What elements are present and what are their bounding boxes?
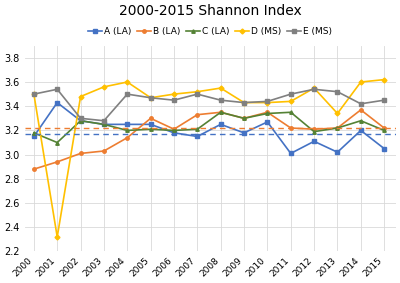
D (MS): [55, 235, 60, 239]
B (LA): [55, 160, 60, 164]
E (MS): [32, 93, 36, 96]
C (LA): [32, 131, 36, 134]
A (LA): [195, 135, 200, 138]
E (MS): [78, 117, 83, 120]
D (MS): [265, 101, 270, 104]
B (LA): [78, 152, 83, 155]
B (LA): [102, 149, 106, 153]
E (MS): [125, 93, 130, 96]
C (LA): [55, 141, 60, 144]
C (LA): [218, 111, 223, 114]
C (LA): [288, 111, 293, 114]
A (LA): [102, 123, 106, 126]
B (LA): [32, 168, 36, 171]
A (LA): [125, 123, 130, 126]
C (LA): [125, 129, 130, 132]
C (LA): [148, 128, 153, 131]
E (MS): [312, 87, 316, 91]
A (LA): [32, 135, 36, 138]
E (MS): [335, 90, 340, 93]
A (LA): [358, 129, 363, 132]
E (MS): [102, 119, 106, 123]
D (MS): [242, 101, 246, 104]
D (MS): [172, 93, 176, 96]
B (LA): [195, 113, 200, 116]
E (MS): [55, 87, 60, 91]
E (MS): [242, 101, 246, 104]
A (LA): [312, 140, 316, 143]
D (MS): [312, 86, 316, 90]
B (LA): [218, 111, 223, 114]
D (MS): [288, 100, 293, 103]
C (LA): [358, 119, 363, 123]
B (LA): [335, 126, 340, 130]
D (MS): [125, 80, 130, 84]
A (LA): [78, 119, 83, 123]
A (LA): [55, 101, 60, 104]
E (MS): [172, 98, 176, 102]
D (MS): [358, 80, 363, 84]
D (MS): [382, 78, 386, 81]
Title: 2000-2015 Shannon Index: 2000-2015 Shannon Index: [119, 4, 302, 18]
C (LA): [195, 128, 200, 131]
Line: A (LA): A (LA): [32, 101, 386, 155]
C (LA): [172, 129, 176, 132]
B (LA): [288, 126, 293, 130]
D (MS): [218, 86, 223, 90]
C (LA): [102, 123, 106, 126]
A (LA): [265, 120, 270, 124]
B (LA): [242, 117, 246, 120]
B (LA): [125, 136, 130, 140]
C (LA): [382, 129, 386, 132]
C (LA): [265, 112, 270, 115]
A (LA): [148, 123, 153, 126]
Line: D (MS): D (MS): [32, 78, 386, 239]
A (LA): [242, 131, 246, 134]
Line: C (LA): C (LA): [32, 111, 386, 144]
E (MS): [148, 96, 153, 99]
Legend: A (LA), B (LA), C (LA), D (MS), E (MS): A (LA), B (LA), C (LA), D (MS), E (MS): [84, 23, 336, 40]
Line: E (MS): E (MS): [32, 87, 386, 123]
A (LA): [218, 123, 223, 126]
B (LA): [312, 128, 316, 131]
E (MS): [358, 102, 363, 106]
B (LA): [382, 126, 386, 130]
A (LA): [335, 151, 340, 154]
E (MS): [382, 98, 386, 102]
D (MS): [148, 96, 153, 99]
A (LA): [172, 131, 176, 134]
E (MS): [218, 98, 223, 102]
D (MS): [32, 93, 36, 96]
C (LA): [78, 119, 83, 123]
D (MS): [78, 95, 83, 98]
E (MS): [195, 93, 200, 96]
C (LA): [312, 130, 316, 133]
B (LA): [172, 128, 176, 131]
D (MS): [335, 112, 340, 115]
B (LA): [265, 111, 270, 114]
E (MS): [265, 100, 270, 103]
A (LA): [382, 147, 386, 150]
A (LA): [288, 152, 293, 155]
Line: B (LA): B (LA): [32, 108, 386, 171]
D (MS): [195, 90, 200, 93]
D (MS): [102, 85, 106, 89]
B (LA): [148, 117, 153, 120]
E (MS): [288, 93, 293, 96]
B (LA): [358, 108, 363, 112]
C (LA): [242, 117, 246, 120]
C (LA): [335, 126, 340, 130]
